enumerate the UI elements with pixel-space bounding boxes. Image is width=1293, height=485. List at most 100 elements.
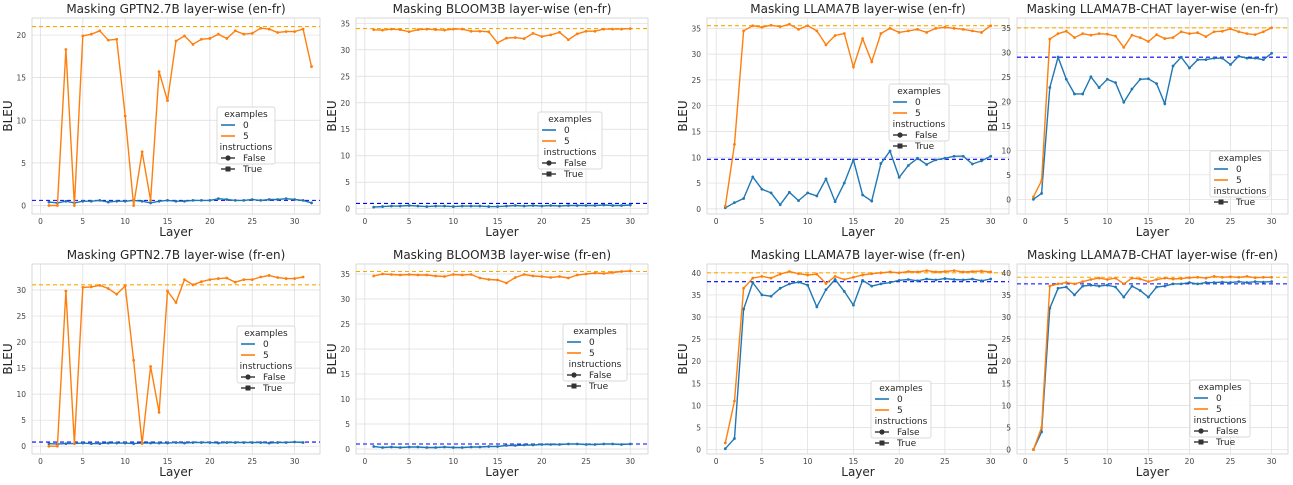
data-point — [381, 28, 384, 32]
data-point — [602, 272, 606, 275]
legend-entry: 0 — [263, 340, 269, 350]
data-point — [897, 271, 901, 275]
data-point — [1196, 282, 1200, 286]
legend-entry: True — [242, 165, 263, 175]
data-point — [593, 271, 597, 275]
y-tick-label: 0 — [696, 205, 701, 214]
y-tick-label: 5 — [345, 420, 350, 429]
y-tick-label: 40 — [691, 269, 701, 278]
data-point — [611, 271, 615, 274]
data-point — [870, 284, 874, 288]
y-tick-label: 25 — [691, 76, 701, 85]
legend-box — [870, 380, 932, 439]
data-point — [1032, 448, 1035, 451]
x-tick-label: 5 — [80, 217, 85, 226]
data-point — [778, 203, 782, 207]
data-point — [522, 204, 526, 208]
data-point — [513, 204, 517, 207]
y-tick-label: 25 — [340, 320, 350, 329]
data-point — [970, 29, 974, 33]
data-point — [620, 270, 623, 273]
data-point — [64, 289, 68, 293]
legend-box — [537, 111, 603, 170]
data-point — [602, 203, 606, 207]
legend-title-instructions: instructions — [544, 148, 597, 158]
data-point — [216, 277, 220, 280]
x-tick-label: 0 — [714, 457, 719, 466]
data-point — [208, 198, 212, 202]
x-axis-label: Layer — [1136, 225, 1170, 239]
data-point — [531, 204, 535, 207]
data-point — [540, 35, 544, 38]
legend-entry: 0 — [897, 395, 903, 405]
data-point — [1105, 77, 1109, 81]
data-point — [925, 31, 929, 34]
data-point — [852, 303, 855, 307]
data-point — [558, 204, 561, 208]
legend-box — [1189, 379, 1251, 438]
data-point — [1155, 278, 1159, 281]
x-tick-label: 15 — [1144, 457, 1154, 466]
data-point — [267, 27, 271, 31]
data-point — [916, 156, 919, 160]
data-point — [897, 175, 901, 179]
data-point — [407, 204, 411, 207]
data-point — [1204, 281, 1208, 284]
data-point — [123, 199, 127, 203]
data-point — [916, 279, 919, 283]
data-point — [132, 204, 136, 207]
y-tick-label: 10 — [1001, 401, 1011, 410]
data-point — [797, 280, 800, 284]
legend-marker-square — [1198, 439, 1204, 445]
y-axis-label: BLEU — [676, 343, 690, 374]
y-tick-label: 30 — [1001, 313, 1011, 322]
data-point — [416, 273, 420, 277]
data-point — [1163, 102, 1167, 106]
data-point — [81, 199, 85, 203]
y-tick-label: 20 — [16, 338, 26, 347]
x-tick-label: 5 — [407, 217, 412, 226]
data-point — [925, 269, 929, 273]
data-point — [478, 29, 482, 33]
data-point — [628, 203, 632, 207]
x-tick-label: 25 — [940, 457, 950, 466]
data-point — [842, 32, 846, 35]
data-point — [723, 441, 727, 445]
y-tick-label: 10 — [691, 153, 701, 162]
legend-entry: True — [914, 142, 935, 152]
legend-entry: False — [263, 373, 286, 383]
data-point — [806, 191, 810, 195]
data-point — [284, 30, 288, 34]
legend-marker-circle — [897, 132, 903, 138]
y-tick-label: 0 — [696, 446, 701, 455]
data-point — [575, 442, 579, 446]
data-point — [861, 278, 864, 282]
series-line-0 — [373, 204, 631, 208]
x-tick-label: 25 — [1226, 217, 1236, 226]
x-tick-label: 20 — [537, 217, 547, 226]
data-point — [824, 43, 828, 47]
data-point — [879, 282, 883, 286]
data-point — [149, 441, 152, 445]
data-point — [584, 29, 588, 33]
data-point — [824, 288, 828, 292]
data-point — [989, 24, 993, 28]
data-point — [558, 275, 561, 278]
data-point — [824, 177, 828, 181]
data-point — [925, 277, 929, 281]
data-point — [1220, 56, 1224, 60]
legend-entry: 0 — [589, 338, 595, 348]
x-tick-label: 20 — [894, 217, 904, 226]
y-tick-label: 15 — [691, 127, 701, 136]
data-point — [293, 277, 296, 280]
data-point — [879, 162, 883, 165]
x-tick-label: 5 — [760, 217, 765, 226]
data-point — [225, 198, 229, 201]
data-point — [123, 114, 127, 118]
x-tick-label: 0 — [1023, 217, 1028, 226]
y-axis-label: BLEU — [325, 100, 339, 131]
data-point — [1114, 81, 1117, 85]
data-point — [200, 441, 203, 444]
